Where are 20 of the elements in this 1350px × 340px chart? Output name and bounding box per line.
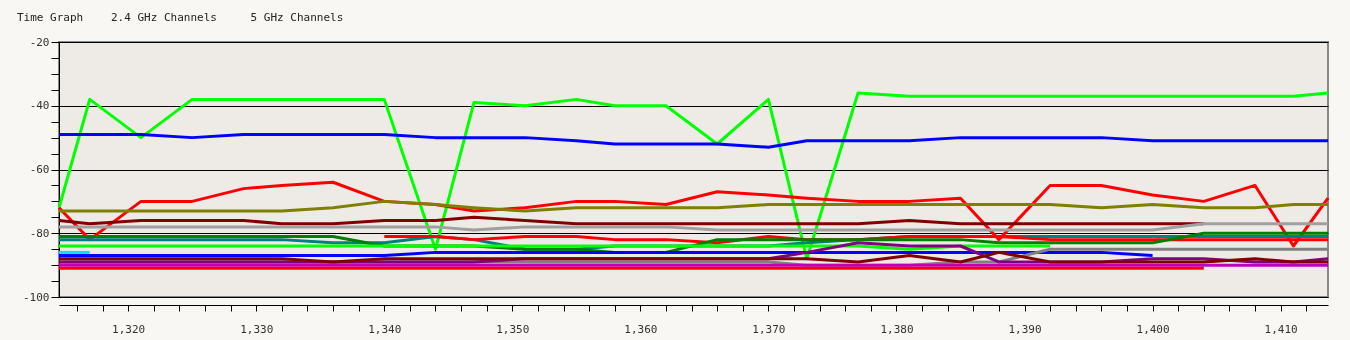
x-tick-label: 1,400 [1136, 322, 1170, 336]
x-tick-label: 1,330 [240, 322, 274, 336]
x-tick-label: 1,380 [880, 322, 914, 336]
y-tick-label: -60 [29, 163, 50, 176]
text: 2.4 GHz Channels [111, 11, 217, 24]
line-series [57, 199, 1330, 213]
y-tick-label: -100 [23, 290, 50, 304]
text: Time Graph [17, 11, 84, 24]
x-tick-label: 1,350 [496, 322, 530, 336]
text: 5 GHz Channels [250, 11, 344, 24]
x-tick-label: 1,340 [368, 322, 402, 336]
y-tick-label: -40 [29, 99, 50, 113]
line-series [57, 132, 1330, 149]
x-tick-label: 1,360 [624, 322, 658, 336]
x-tick-label: 1,320 [112, 322, 146, 336]
x-tick-label: 1,390 [1008, 322, 1042, 336]
y-tick-label: -80 [29, 226, 50, 240]
y-tick-label: -20 [29, 35, 50, 49]
x-tick-label: 1,370 [752, 322, 786, 336]
x-tick-label: 1,410 [1264, 322, 1298, 336]
